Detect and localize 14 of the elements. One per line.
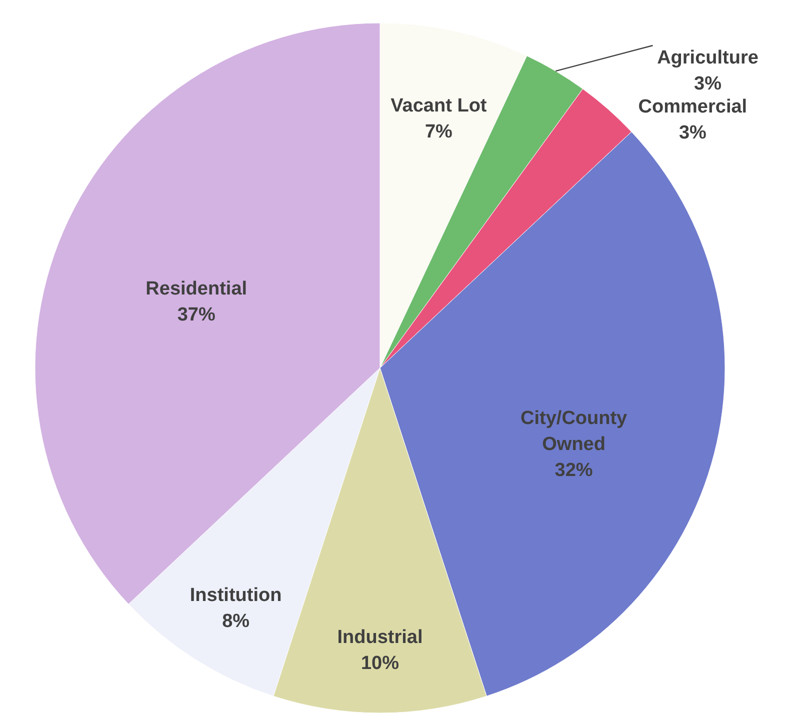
data-label: 8%: [222, 611, 250, 632]
data-label: 7%: [424, 121, 453, 142]
data-label: 10%: [360, 653, 400, 674]
data-label: 3%: [678, 122, 707, 144]
slice-label: Vacant Lot: [390, 95, 488, 116]
data-label: 32%: [554, 460, 593, 481]
slice-label: Institution: [190, 585, 282, 606]
data-label: 3%: [694, 74, 722, 94]
slice-label: City/County Owned: [520, 408, 628, 455]
slice-label: Agriculture: [657, 48, 758, 68]
slice-label: Industrial: [337, 627, 423, 648]
data-label: 37%: [177, 304, 216, 326]
slice-label: Commercial: [638, 96, 748, 118]
slice-label: Residential: [146, 278, 248, 300]
